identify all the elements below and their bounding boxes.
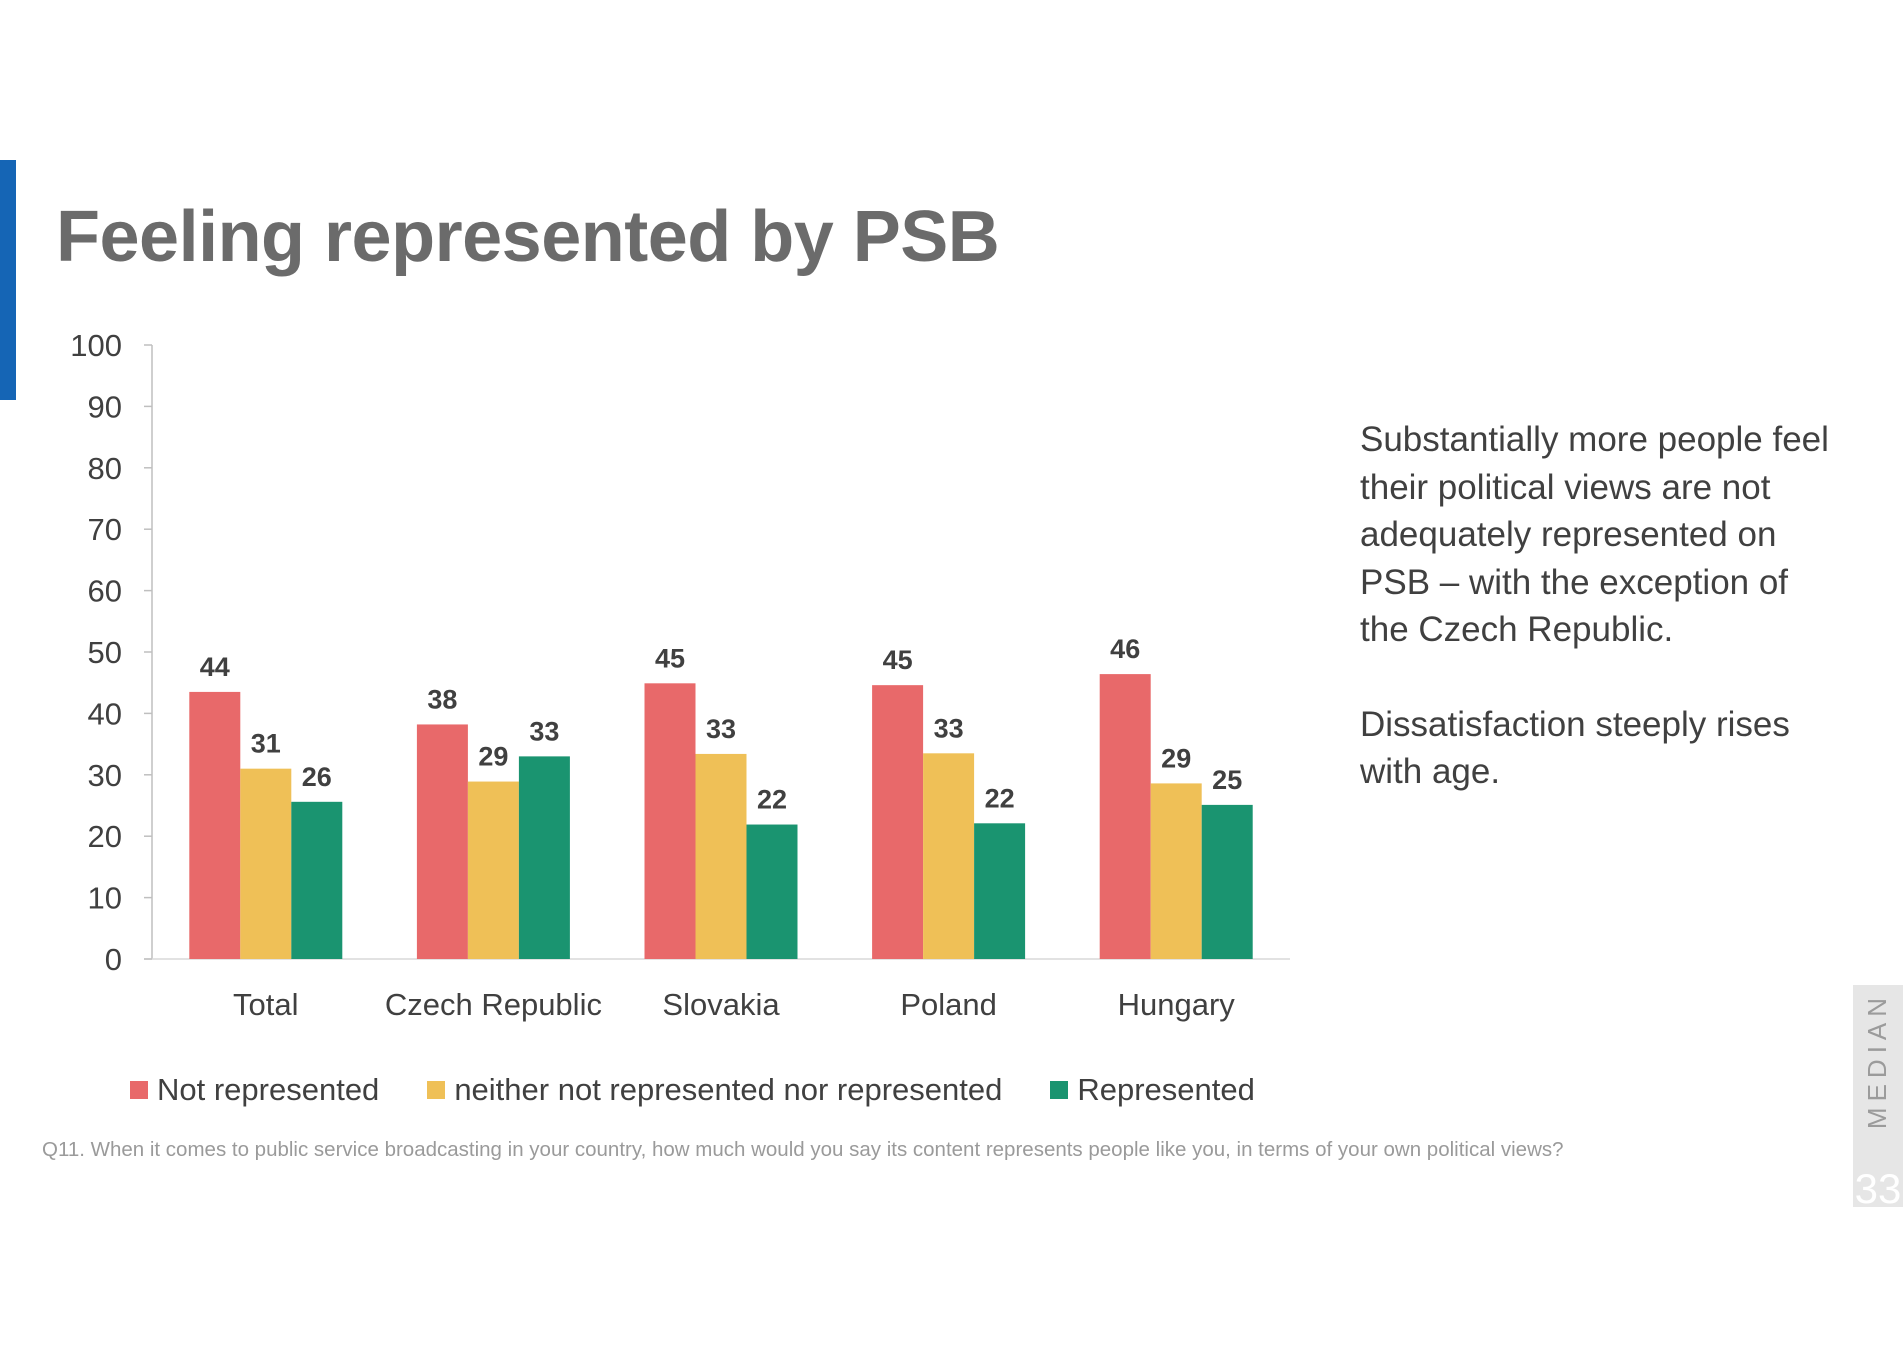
x-tick-label: Poland xyxy=(900,987,997,1022)
y-tick-label: 40 xyxy=(88,696,122,731)
x-tick-label: Czech Republic xyxy=(385,987,602,1022)
data-label: 33 xyxy=(934,713,964,743)
data-label: 22 xyxy=(757,785,787,815)
bar xyxy=(872,685,924,959)
data-label: 38 xyxy=(427,684,457,714)
bar xyxy=(695,753,747,959)
bar xyxy=(518,756,570,959)
chart-legend: Not represented neither not represented … xyxy=(130,1070,1303,1110)
bar xyxy=(746,824,798,959)
legend-label-represented: Represented xyxy=(1077,1072,1255,1107)
legend-label-not-represented: Not represented xyxy=(157,1072,380,1107)
y-tick-label: 60 xyxy=(88,574,122,609)
brand-tab: MEDIAN 33 xyxy=(1853,985,1903,1212)
data-label: 29 xyxy=(478,742,508,772)
legend-label-neither: neither not represented nor represented xyxy=(454,1072,1003,1107)
y-tick-label: 90 xyxy=(88,389,122,424)
data-label: 22 xyxy=(985,783,1015,813)
data-label: 26 xyxy=(302,762,332,792)
bar-chart: 0 10 20 30 40 50 60 70 80 90 100 44 31 26 Total 38 29 33 C… xyxy=(70,328,1290,1022)
data-label: 45 xyxy=(655,643,685,673)
y-tick-label: 100 xyxy=(70,328,122,363)
brand-logo-text: MEDIAN xyxy=(1856,991,1900,1128)
y-tick-label: 70 xyxy=(88,512,122,547)
legend-swatch-neither xyxy=(427,1081,446,1099)
bar xyxy=(974,823,1026,959)
data-label: 33 xyxy=(529,716,559,746)
bar xyxy=(1099,674,1151,959)
bar xyxy=(416,724,468,959)
legend-item-not-represented: Not represented xyxy=(130,1072,379,1108)
slide-title: Feeling represented by PSB xyxy=(56,197,1000,277)
y-tick-label: 10 xyxy=(88,881,122,916)
y-tick-label: 0 xyxy=(105,942,122,977)
bar xyxy=(291,801,343,959)
data-label: 33 xyxy=(706,714,736,744)
y-tick-label: 50 xyxy=(88,635,122,670)
bar xyxy=(240,768,292,959)
accent-bar xyxy=(0,160,16,400)
x-tick-label: Hungary xyxy=(1118,987,1236,1022)
page-number: 33 xyxy=(1854,1165,1902,1212)
legend-item-neither: neither not represented nor represented xyxy=(427,1072,1002,1108)
note-paragraph-2: Dissatisfaction steeply rises with age. xyxy=(1360,704,1790,792)
data-label: 29 xyxy=(1161,743,1191,773)
bar xyxy=(644,683,696,959)
data-label: 44 xyxy=(200,652,230,682)
data-label: 46 xyxy=(1110,634,1140,664)
legend-swatch-not-represented xyxy=(130,1081,148,1099)
data-label: 45 xyxy=(883,645,913,675)
survey-question-footnote: Q11. When it comes to public service bro… xyxy=(42,1138,1564,1161)
legend-item-represented: Represented xyxy=(1050,1072,1255,1108)
y-tick-label: 30 xyxy=(88,758,122,793)
data-label: 31 xyxy=(251,729,281,759)
bar xyxy=(1201,804,1253,959)
y-tick-label: 80 xyxy=(88,451,122,486)
slide-notes: Substantially more people feel their pol… xyxy=(1360,416,1830,843)
note-paragraph-1: Substantially more people feel their pol… xyxy=(1360,420,1829,649)
y-tick-label: 20 xyxy=(88,819,122,854)
bar xyxy=(467,781,519,959)
legend-swatch-represented xyxy=(1050,1081,1069,1099)
x-tick-label: Total xyxy=(233,987,298,1022)
bar xyxy=(1150,783,1202,959)
bar xyxy=(189,691,241,959)
x-tick-label: Slovakia xyxy=(662,987,780,1022)
data-label: 25 xyxy=(1212,765,1242,795)
bar xyxy=(923,753,975,959)
brand-name: MEDIAN xyxy=(1862,991,1893,1129)
